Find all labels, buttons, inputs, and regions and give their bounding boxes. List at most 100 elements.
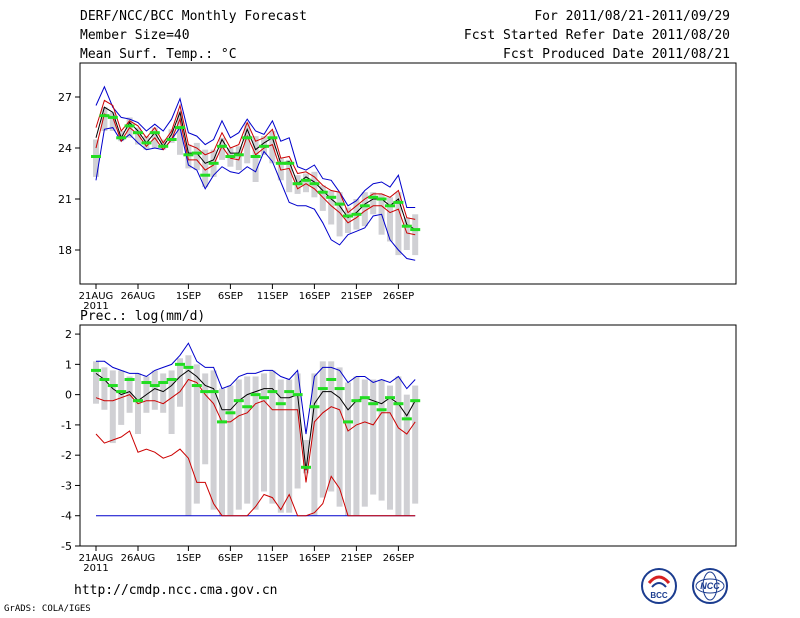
prec-x-tick-label-2: 1SEP bbox=[176, 553, 201, 564]
prec-box-18 bbox=[244, 376, 251, 504]
prec-median-mark-31 bbox=[351, 399, 362, 403]
prec-y-tick-label-6: 1 bbox=[65, 358, 72, 371]
temp-upper-spread-line bbox=[95, 99, 416, 220]
temp-median-mark-19 bbox=[250, 155, 261, 158]
temp-box-23 bbox=[286, 159, 293, 193]
temp-box-11 bbox=[185, 144, 192, 169]
temp-median-mark-30 bbox=[343, 214, 353, 218]
source-url[interactable]: http://cmdp.ncc.cma.gov.cn bbox=[74, 583, 278, 598]
prec-median-mark-1 bbox=[99, 377, 110, 381]
temp-median-mark-13 bbox=[200, 173, 211, 177]
produced-date-label: Fcst Produced Date 2011/08/21 bbox=[503, 47, 730, 62]
temp-x-tick-label-7: 26SEP bbox=[383, 291, 414, 302]
prec-median-mark-22 bbox=[275, 402, 286, 406]
temp-median-mark-16 bbox=[225, 155, 236, 158]
bcc-logo-text: BCC bbox=[650, 591, 668, 600]
prec-box-31 bbox=[353, 376, 360, 516]
prec-median-mark-36 bbox=[393, 402, 404, 406]
prec-box-25 bbox=[303, 440, 309, 474]
temp-x-tick-label-6: 21SEP bbox=[341, 291, 372, 302]
temp-median-mark-29 bbox=[334, 202, 345, 206]
prec-y-tick-label-5: 0 bbox=[65, 389, 72, 402]
prec-median-mark-19 bbox=[250, 393, 261, 397]
prec-upper-spread-line bbox=[95, 378, 416, 483]
temp-median-mark-22 bbox=[275, 161, 286, 165]
temp-box-27 bbox=[319, 185, 326, 211]
temp-box-13 bbox=[202, 149, 209, 188]
temp-panel: 18 21 24 27 21AUG 26AUG 1SEP 6SEP 11SEP 16SEP 21SE… bbox=[58, 62, 737, 312]
temp-box-21 bbox=[269, 131, 276, 164]
prec-y-tick-label-0: -5 bbox=[61, 540, 72, 553]
temp-x-tick-label-1: 26AUG bbox=[121, 291, 156, 302]
temp-median-mark-2 bbox=[107, 115, 118, 119]
temp-upper-envelope-line bbox=[95, 85, 416, 208]
prec-upper-envelope-line bbox=[96, 342, 416, 435]
prec-box-15 bbox=[219, 388, 225, 516]
temp-median-mark-32 bbox=[359, 204, 370, 208]
temp-box-30 bbox=[345, 207, 351, 233]
prec-box-13 bbox=[202, 373, 209, 465]
temp-median-mark-27 bbox=[317, 190, 328, 194]
temp-median-mark-24 bbox=[292, 182, 303, 186]
prec-median-mark-5 bbox=[133, 399, 143, 403]
temp-box-0 bbox=[93, 139, 99, 177]
prec-median-mark-3 bbox=[116, 390, 127, 394]
prec-median-mark-12 bbox=[191, 384, 202, 388]
temp-box-32 bbox=[361, 192, 368, 227]
prec-median-mark-11 bbox=[183, 365, 194, 369]
temp-median-mark-12 bbox=[191, 151, 202, 155]
temp-median-mark-15 bbox=[217, 144, 227, 148]
temp-median-mark-23 bbox=[284, 161, 295, 165]
agency-logos: BCC NCC bbox=[641, 568, 728, 604]
prec-box-20 bbox=[261, 373, 267, 492]
prec-y-tick-label-4: -1 bbox=[61, 419, 72, 432]
prec-x-tick-label-5: 16SEP bbox=[299, 553, 330, 564]
prec-median-mark-32 bbox=[359, 396, 370, 400]
temp-x-year-label: 2011 bbox=[83, 301, 108, 312]
top-variable-label: Mean Surf. Temp.: °C bbox=[80, 47, 237, 62]
temp-box-3 bbox=[118, 131, 125, 142]
prec-box-33 bbox=[370, 379, 377, 495]
prec-median-mark-6 bbox=[141, 381, 152, 385]
temp-box-17 bbox=[235, 146, 242, 171]
prec-median-mark-14 bbox=[208, 390, 219, 394]
temp-median-mark-21 bbox=[267, 136, 278, 140]
temp-median-mark-11 bbox=[183, 153, 194, 157]
prec-median-mark-28 bbox=[326, 377, 337, 381]
prec-box-35 bbox=[387, 385, 393, 510]
temp-box-37 bbox=[403, 217, 410, 250]
temp-box-8 bbox=[160, 139, 167, 150]
temp-median-mark-9 bbox=[166, 138, 177, 141]
prec-y-tick-label-3: -2 bbox=[61, 449, 72, 462]
temp-median-mark-18 bbox=[242, 136, 253, 140]
prec-box-36 bbox=[395, 376, 402, 516]
prec-box-37 bbox=[403, 394, 410, 516]
temp-median-mark-38 bbox=[410, 228, 421, 232]
prec-x-tick-label-6: 21SEP bbox=[341, 553, 372, 564]
prec-box-17 bbox=[235, 379, 242, 510]
temp-median-mark-33 bbox=[368, 195, 379, 199]
temp-median-mark-37 bbox=[401, 224, 412, 228]
prec-median-mark-30 bbox=[343, 420, 353, 424]
prec-median-mark-16 bbox=[225, 411, 236, 415]
temp-box-18 bbox=[244, 122, 251, 164]
forecast-period-label: For 2011/08/21-2011/09/29 bbox=[534, 9, 730, 24]
temp-x-tick-label-2: 1SEP bbox=[176, 291, 201, 302]
grads-credit: GrADS: COLA/IGES bbox=[4, 604, 91, 614]
prec-box-27 bbox=[319, 361, 326, 498]
prec-box-8 bbox=[160, 373, 167, 413]
prec-box-10 bbox=[177, 358, 183, 407]
prec-lower-spread-line bbox=[95, 430, 416, 517]
prec-box-38 bbox=[412, 385, 419, 504]
prec-median-mark-35 bbox=[385, 396, 395, 400]
temp-box-12 bbox=[193, 142, 200, 171]
prec-box-7 bbox=[151, 370, 158, 410]
prec-median-mark-38 bbox=[410, 399, 421, 403]
temp-median-mark-17 bbox=[233, 153, 244, 157]
temp-plot-frame bbox=[79, 62, 737, 285]
temp-median-mark-1 bbox=[99, 114, 110, 118]
prec-median-mark-10 bbox=[175, 362, 185, 366]
temp-median-mark-25 bbox=[301, 178, 311, 182]
temp-median-mark-36 bbox=[393, 200, 404, 204]
